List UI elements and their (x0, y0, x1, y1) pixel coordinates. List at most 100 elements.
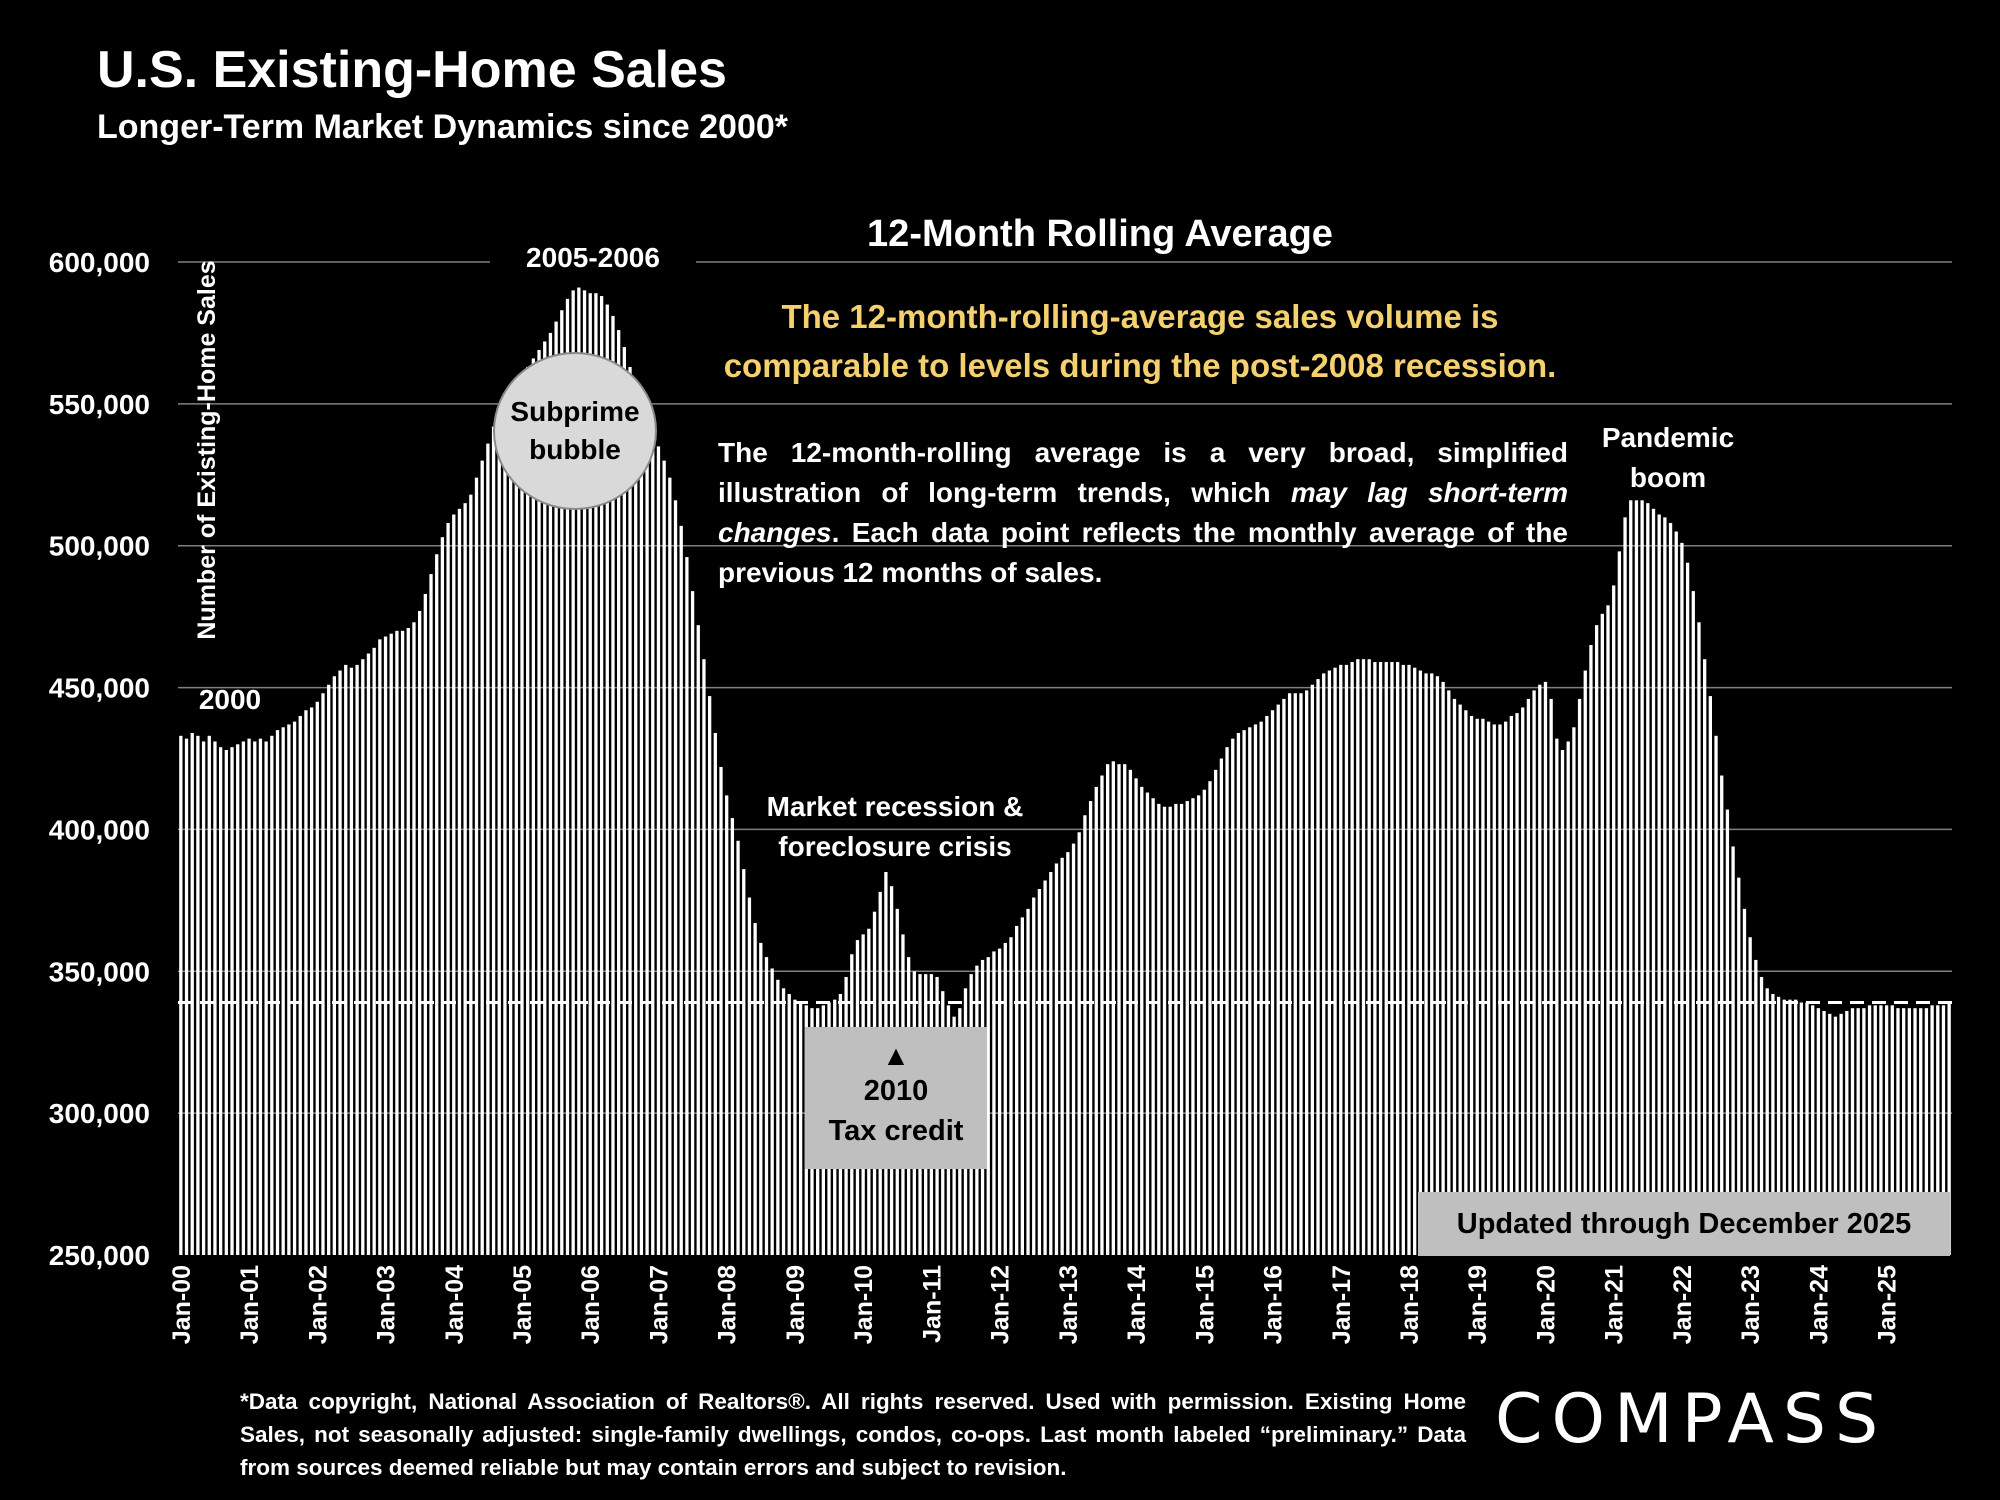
bar (1583, 670, 1587, 1255)
subprime-bubble-callout: Subprime bubble (493, 352, 657, 510)
bar (1339, 664, 1343, 1255)
bar (344, 664, 348, 1255)
bar (662, 460, 666, 1256)
bar (1697, 622, 1701, 1255)
bar (736, 840, 740, 1255)
bar (201, 741, 206, 1255)
bar (713, 732, 717, 1255)
start-annotation: 2000 (198, 684, 262, 715)
bar (622, 347, 626, 1256)
bar (304, 710, 308, 1255)
bar (378, 639, 382, 1255)
bar (1640, 500, 1644, 1255)
bar (742, 869, 746, 1255)
x-tick-label: Jan-19 (1464, 1265, 1492, 1344)
bar (1344, 664, 1349, 1255)
bar (412, 622, 416, 1255)
x-tick-label: Jan-16 (1260, 1265, 1288, 1344)
bar (1111, 761, 1115, 1255)
x-tick-label: Jan-23 (1737, 1265, 1765, 1344)
bar (1214, 769, 1218, 1255)
bar (423, 593, 427, 1255)
bar (1242, 730, 1246, 1255)
bar (1919, 1008, 1923, 1255)
bar (253, 741, 257, 1255)
bar (702, 659, 706, 1255)
bar (315, 701, 319, 1255)
bar (1839, 1013, 1843, 1255)
bar (1833, 1016, 1838, 1255)
compass-logo: COMPASS (1495, 1380, 1888, 1459)
bar (184, 738, 189, 1255)
description-emphasis: may lag short-term changes (718, 477, 1568, 548)
tax-credit-line-2: Tax credit (828, 1115, 964, 1147)
bar (497, 415, 501, 1256)
bar (1890, 1005, 1894, 1255)
x-tick-label: Jan-09 (782, 1265, 810, 1344)
y-tick-label: 500,000 (49, 531, 150, 562)
bar (1168, 806, 1172, 1255)
bar (997, 948, 1002, 1255)
bar (1577, 698, 1582, 1255)
page-title: U.S. Existing-Home Sales (97, 41, 727, 99)
bubble-line-2: bubble (529, 434, 621, 465)
bar (1725, 809, 1730, 1255)
bar (1748, 937, 1752, 1255)
bar (1407, 664, 1411, 1255)
bar (508, 395, 513, 1255)
bar (798, 1002, 803, 1255)
bar (1822, 1011, 1826, 1255)
bar (986, 957, 990, 1255)
bar (1282, 698, 1286, 1255)
bar (1924, 1008, 1929, 1255)
bar (1737, 877, 1741, 1255)
bar (1668, 523, 1673, 1255)
bar (1498, 724, 1502, 1255)
gridlines (178, 261, 1952, 1114)
bar (560, 310, 564, 1255)
x-tick-label: Jan-20 (1532, 1265, 1560, 1344)
bar (531, 358, 536, 1255)
x-tick-label: Jan-05 (509, 1265, 537, 1344)
bar (1219, 758, 1224, 1255)
bar (1094, 786, 1098, 1255)
bar (1270, 710, 1275, 1255)
bar (1884, 1005, 1889, 1255)
up-arrow-icon: ▲ (882, 1040, 910, 1071)
bar (1816, 1008, 1821, 1255)
bar (1162, 806, 1167, 1255)
bar (1316, 679, 1320, 1255)
bar (1350, 662, 1354, 1255)
bar (1850, 1008, 1855, 1255)
bar (1799, 1002, 1803, 1255)
bar (270, 735, 274, 1255)
bar (651, 432, 655, 1255)
bar (730, 818, 735, 1255)
bar (1430, 673, 1434, 1255)
bar (1532, 690, 1536, 1255)
bar (452, 514, 456, 1255)
bar (759, 942, 763, 1255)
bar (1191, 798, 1195, 1255)
bar (1208, 781, 1212, 1255)
bar (548, 332, 553, 1255)
bar (1236, 732, 1241, 1255)
bar (469, 494, 473, 1255)
bar (1043, 880, 1047, 1255)
x-tick-label: Jan-03 (373, 1265, 401, 1344)
bar (281, 727, 285, 1255)
bar (1805, 1002, 1809, 1255)
bar (537, 349, 541, 1255)
bar (1293, 693, 1297, 1255)
bar (298, 715, 302, 1255)
bar (594, 293, 598, 1255)
x-tick-label: Jan-14 (1123, 1265, 1151, 1344)
bar (582, 290, 587, 1255)
bar (1441, 681, 1445, 1255)
bar (1259, 721, 1263, 1255)
bar (685, 557, 689, 1255)
x-tick-label: Jan-21 (1601, 1265, 1629, 1344)
bar (1845, 1011, 1849, 1255)
x-tick-label: Jan-00 (168, 1265, 196, 1344)
bar (611, 315, 615, 1255)
